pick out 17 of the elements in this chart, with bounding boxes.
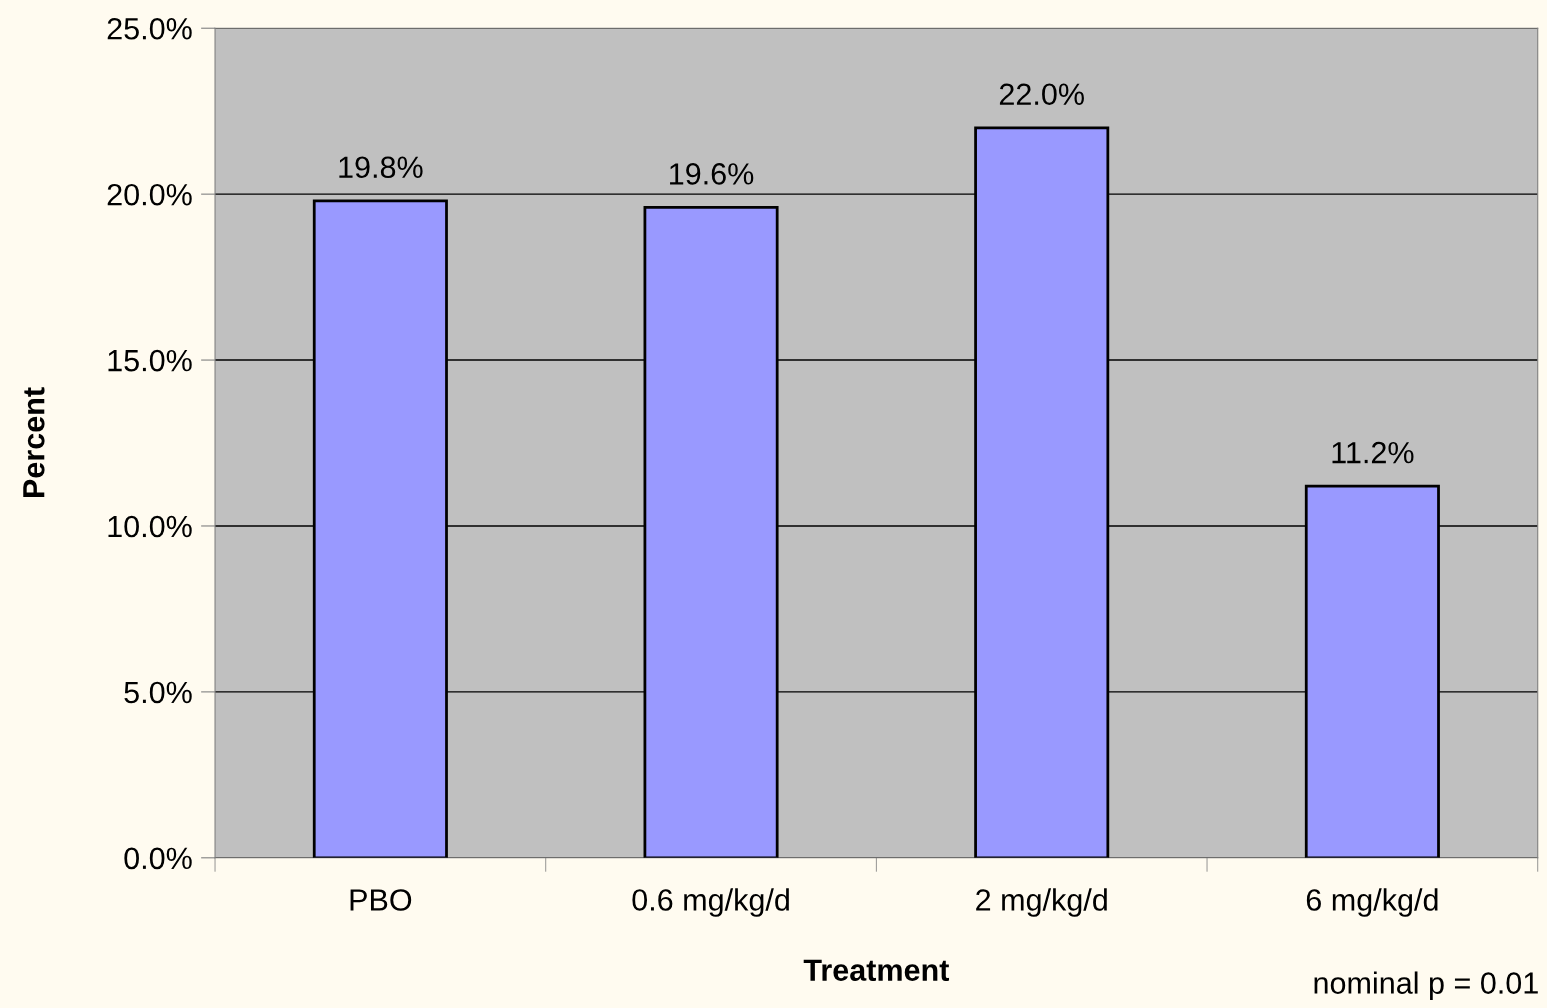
x-tick-label: 0.6 mg/kg/d — [632, 888, 789, 917]
x-tick-label: 6 mg/kg/d — [1306, 888, 1438, 917]
y-tick-label: 20.0% — [107, 183, 192, 206]
x-tick-label: PBO — [350, 889, 412, 911]
y-tick-label: 25.0% — [107, 17, 192, 40]
x-tick-label: 2 mg/kg/d — [976, 888, 1107, 917]
y-tick-label: 0.0% — [124, 847, 192, 870]
data-label: 22.0% — [999, 83, 1084, 106]
y-tick-label: 15.0% — [108, 349, 192, 372]
data-label: 19.6% — [670, 163, 754, 185]
y-tick-label: 10.0% — [108, 515, 192, 538]
text: nominal p = 0.01 — [1314, 971, 1538, 1000]
y-axis-title: Percent — [23, 387, 45, 498]
data-label: 11.2% — [1332, 441, 1414, 464]
y-tick-label: 5.0% — [124, 681, 192, 704]
x-axis-title: Treatment — [803, 959, 950, 981]
data-label: 19.8% — [339, 156, 423, 179]
